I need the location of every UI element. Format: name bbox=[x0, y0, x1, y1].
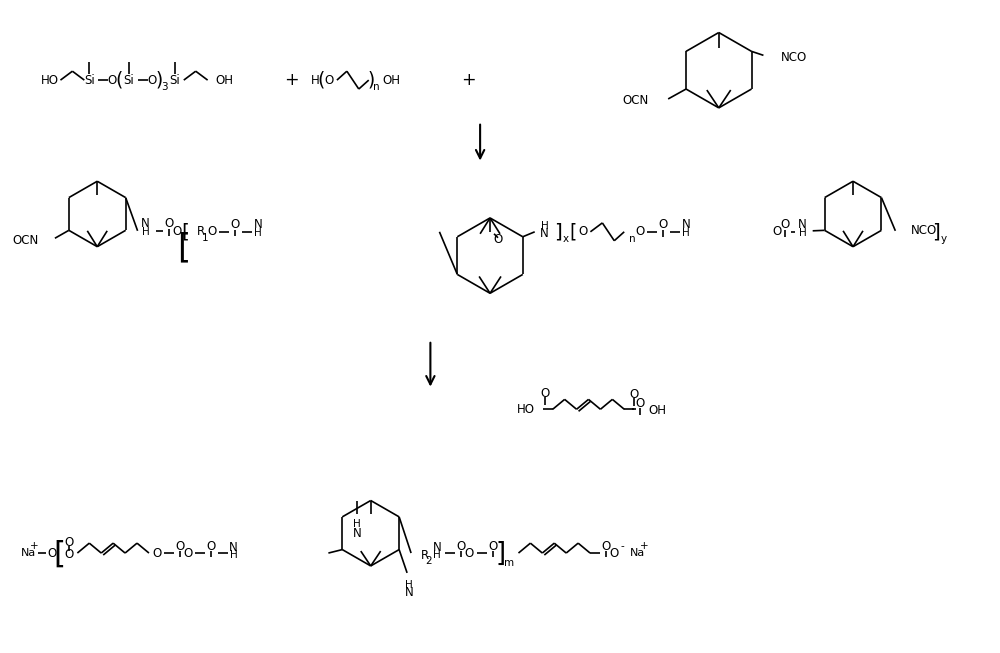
Text: 1: 1 bbox=[202, 232, 209, 243]
Text: +: + bbox=[284, 71, 298, 89]
Text: +: + bbox=[639, 541, 648, 551]
Text: OCN: OCN bbox=[622, 95, 648, 108]
Text: ): ) bbox=[155, 71, 163, 89]
Text: O: O bbox=[173, 225, 182, 238]
Text: H: H bbox=[799, 228, 807, 238]
Text: N: N bbox=[433, 541, 441, 554]
Text: O: O bbox=[636, 225, 645, 238]
Text: NCO: NCO bbox=[781, 51, 808, 64]
Text: O: O bbox=[108, 74, 117, 87]
Text: OH: OH bbox=[648, 404, 666, 417]
Text: O: O bbox=[579, 225, 588, 238]
Text: HO: HO bbox=[41, 74, 59, 87]
Text: O: O bbox=[464, 547, 473, 560]
Text: ): ) bbox=[367, 71, 374, 89]
Text: H: H bbox=[230, 550, 237, 560]
Text: H: H bbox=[254, 228, 262, 238]
Text: O: O bbox=[456, 539, 465, 552]
Text: n: n bbox=[373, 82, 380, 92]
Text: ]: ] bbox=[932, 222, 940, 242]
Text: H: H bbox=[311, 74, 320, 87]
Text: O: O bbox=[152, 547, 162, 560]
Text: 3: 3 bbox=[162, 82, 168, 92]
Text: O: O bbox=[206, 539, 215, 552]
Text: O: O bbox=[658, 218, 668, 231]
Text: (: ( bbox=[317, 71, 325, 89]
Text: N: N bbox=[229, 541, 238, 554]
Text: N: N bbox=[352, 527, 361, 540]
Text: H: H bbox=[682, 228, 690, 238]
Text: y: y bbox=[941, 234, 947, 244]
Text: O: O bbox=[208, 225, 217, 238]
Text: OH: OH bbox=[216, 74, 234, 87]
Text: (: ( bbox=[115, 71, 123, 89]
Text: N: N bbox=[254, 218, 262, 231]
Text: [: [ bbox=[177, 232, 190, 264]
Text: +: + bbox=[30, 541, 39, 551]
Text: -: - bbox=[620, 541, 624, 551]
Text: N: N bbox=[405, 586, 413, 599]
Text: O: O bbox=[183, 547, 192, 560]
Text: O: O bbox=[601, 539, 611, 552]
Text: O: O bbox=[65, 548, 74, 560]
Text: n: n bbox=[629, 234, 635, 244]
Text: O: O bbox=[609, 547, 619, 560]
Text: O: O bbox=[324, 74, 334, 87]
Text: Na: Na bbox=[630, 548, 645, 558]
Text: Si: Si bbox=[124, 74, 134, 87]
Text: HO: HO bbox=[517, 403, 535, 416]
Text: O: O bbox=[540, 387, 549, 400]
Text: H: H bbox=[433, 550, 441, 560]
Text: [: [ bbox=[181, 222, 189, 242]
Text: O: O bbox=[147, 74, 157, 87]
Text: H: H bbox=[405, 580, 413, 590]
Text: ]: ] bbox=[554, 222, 562, 242]
Text: OCN: OCN bbox=[13, 234, 39, 247]
Text: O: O bbox=[780, 218, 789, 231]
Text: O: O bbox=[230, 218, 240, 231]
Text: [: [ bbox=[53, 539, 66, 569]
Text: m: m bbox=[504, 558, 515, 568]
Text: O: O bbox=[630, 388, 639, 401]
Text: N: N bbox=[798, 218, 807, 231]
Text: O: O bbox=[47, 547, 56, 560]
Text: Si: Si bbox=[169, 74, 180, 87]
Text: O: O bbox=[175, 539, 184, 552]
Text: H: H bbox=[142, 227, 149, 237]
Text: R: R bbox=[197, 225, 205, 238]
Text: OH: OH bbox=[383, 74, 401, 87]
Text: N: N bbox=[681, 218, 690, 231]
Text: N: N bbox=[141, 217, 150, 231]
Text: O: O bbox=[772, 225, 781, 238]
Text: x: x bbox=[562, 234, 569, 244]
Text: H: H bbox=[541, 221, 549, 231]
Text: O: O bbox=[165, 217, 174, 231]
Text: O: O bbox=[493, 233, 503, 246]
Text: N: N bbox=[540, 227, 549, 240]
Text: Na: Na bbox=[21, 548, 36, 558]
Text: H: H bbox=[353, 519, 361, 530]
Text: 2: 2 bbox=[426, 556, 432, 566]
Text: NCO: NCO bbox=[911, 225, 938, 237]
Text: O: O bbox=[636, 397, 645, 410]
Text: O: O bbox=[65, 535, 74, 549]
Text: [: [ bbox=[570, 222, 577, 242]
Text: R: R bbox=[421, 549, 429, 562]
Text: +: + bbox=[461, 71, 475, 89]
Text: Si: Si bbox=[84, 74, 95, 87]
Text: O: O bbox=[488, 539, 497, 552]
Text: ]: ] bbox=[496, 541, 506, 567]
